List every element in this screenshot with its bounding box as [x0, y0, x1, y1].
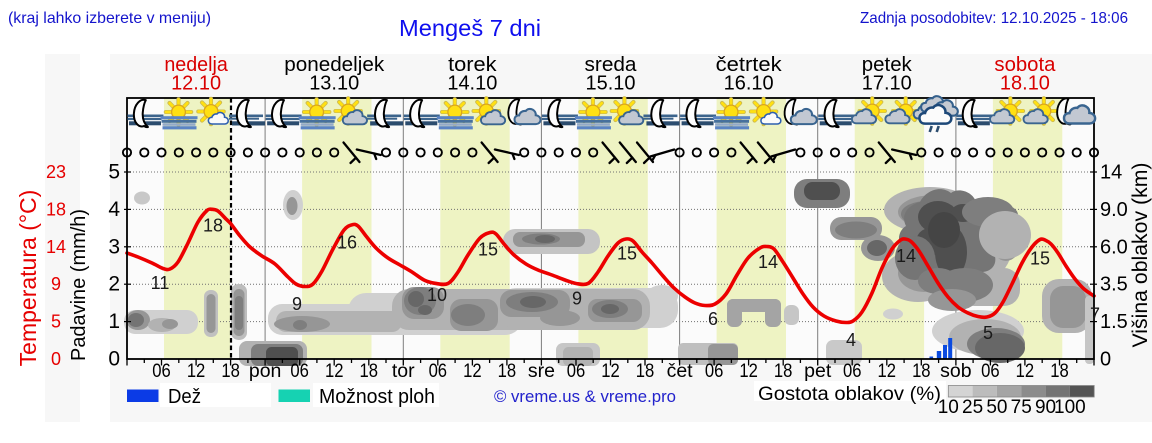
svg-text:18: 18 — [498, 360, 517, 382]
svg-text:Dež: Dež — [168, 386, 201, 408]
svg-text:9: 9 — [51, 274, 61, 294]
svg-text:06: 06 — [152, 360, 171, 382]
svg-text:sre: sre — [528, 360, 555, 382]
svg-text:čet: čet — [667, 360, 694, 382]
svg-text:4: 4 — [846, 330, 856, 350]
svg-text:18: 18 — [912, 360, 931, 382]
svg-text:9: 9 — [292, 294, 302, 314]
svg-text:12: 12 — [325, 360, 344, 382]
svg-text:18: 18 — [46, 199, 66, 219]
svg-text:Padavine (mm/h): Padavine (mm/h) — [68, 209, 90, 361]
svg-text:12: 12 — [1016, 360, 1035, 382]
svg-text:6: 6 — [708, 309, 718, 329]
svg-text:90: 90 — [1035, 397, 1056, 418]
svg-text:(kraj lahko izberete v meniju): (kraj lahko izberete v meniju) — [8, 10, 211, 27]
svg-text:25: 25 — [962, 397, 983, 418]
svg-text:1: 1 — [108, 310, 120, 333]
svg-text:06: 06 — [429, 360, 448, 382]
svg-text:tor: tor — [392, 360, 415, 382]
svg-text:pet: pet — [804, 360, 832, 382]
svg-text:15: 15 — [617, 244, 637, 264]
svg-text:0: 0 — [51, 349, 61, 369]
svg-text:4: 4 — [108, 198, 120, 221]
svg-text:9: 9 — [572, 289, 582, 309]
svg-text:100: 100 — [1054, 397, 1086, 418]
svg-text:12.10: 12.10 — [171, 73, 221, 95]
svg-text:6.0: 6.0 — [1100, 236, 1128, 258]
svg-text:10: 10 — [938, 397, 959, 418]
svg-text:11: 11 — [151, 273, 170, 293]
svg-text:23: 23 — [46, 162, 66, 182]
svg-text:12: 12 — [878, 360, 897, 382]
svg-text:petek: petek — [862, 54, 913, 76]
svg-text:18: 18 — [774, 360, 793, 382]
svg-text:1.5: 1.5 — [1100, 311, 1128, 333]
svg-text:3: 3 — [108, 235, 120, 258]
svg-text:06: 06 — [981, 360, 1000, 382]
svg-text:pon: pon — [249, 360, 282, 382]
svg-text:16.10: 16.10 — [724, 73, 774, 95]
svg-text:16: 16 — [337, 233, 357, 253]
svg-text:17.10: 17.10 — [862, 73, 912, 95]
svg-text:0: 0 — [1100, 349, 1111, 371]
svg-text:sobota: sobota — [994, 54, 1056, 76]
svg-text:© vreme.us & vreme.pro: © vreme.us & vreme.pro — [494, 387, 676, 406]
svg-text:18: 18 — [203, 216, 223, 236]
svg-text:0: 0 — [108, 348, 120, 371]
svg-text:7: 7 — [1090, 305, 1100, 325]
svg-text:Višina oblakov (km): Višina oblakov (km) — [1129, 163, 1152, 348]
svg-text:06: 06 — [843, 360, 862, 382]
svg-text:14: 14 — [758, 252, 778, 272]
svg-text:18: 18 — [1050, 360, 1069, 382]
svg-text:Zadnja posodobitev: 12.10.2025: Zadnja posodobitev: 12.10.2025 - 18:06 — [860, 10, 1128, 27]
svg-text:06: 06 — [290, 360, 309, 382]
svg-text:18: 18 — [360, 360, 379, 382]
svg-text:10: 10 — [427, 285, 447, 305]
svg-text:Gostota oblakov (%): Gostota oblakov (%) — [758, 384, 941, 405]
svg-text:3.5: 3.5 — [1100, 274, 1128, 296]
svg-text:9.0: 9.0 — [1100, 199, 1128, 221]
svg-text:18: 18 — [221, 360, 240, 382]
svg-text:četrtek: četrtek — [716, 54, 783, 76]
svg-text:13.10: 13.10 — [309, 73, 359, 95]
svg-text:5: 5 — [51, 312, 61, 332]
svg-text:12: 12 — [601, 360, 620, 382]
svg-text:14: 14 — [1100, 162, 1122, 184]
svg-text:14: 14 — [896, 246, 916, 266]
svg-text:06: 06 — [567, 360, 586, 382]
svg-text:18.10: 18.10 — [1000, 73, 1050, 95]
svg-text:Mengeš 7 dni: Mengeš 7 dni — [399, 15, 541, 41]
svg-text:14.10: 14.10 — [447, 73, 497, 95]
svg-text:15: 15 — [478, 240, 498, 260]
svg-text:14: 14 — [46, 237, 66, 257]
svg-text:Temperatura (°C): Temperatura (°C) — [15, 190, 41, 367]
svg-text:12: 12 — [187, 360, 206, 382]
svg-text:ponedeljek: ponedeljek — [284, 54, 385, 76]
svg-text:06: 06 — [705, 360, 724, 382]
svg-text:50: 50 — [986, 397, 1007, 418]
svg-text:nedelja: nedelja — [164, 54, 228, 76]
svg-text:Možnost ploh: Možnost ploh — [319, 386, 435, 408]
svg-text:sob: sob — [940, 360, 972, 382]
svg-text:torek: torek — [448, 54, 498, 76]
svg-text:sreda: sreda — [585, 54, 638, 76]
svg-text:75: 75 — [1011, 397, 1032, 418]
svg-text:5: 5 — [108, 161, 120, 184]
svg-text:15.10: 15.10 — [586, 73, 636, 95]
svg-text:12: 12 — [739, 360, 758, 382]
svg-text:15: 15 — [1030, 249, 1050, 269]
svg-text:5: 5 — [983, 323, 993, 343]
svg-text:2: 2 — [108, 273, 120, 296]
svg-text:12: 12 — [463, 360, 482, 382]
svg-text:18: 18 — [636, 360, 655, 382]
